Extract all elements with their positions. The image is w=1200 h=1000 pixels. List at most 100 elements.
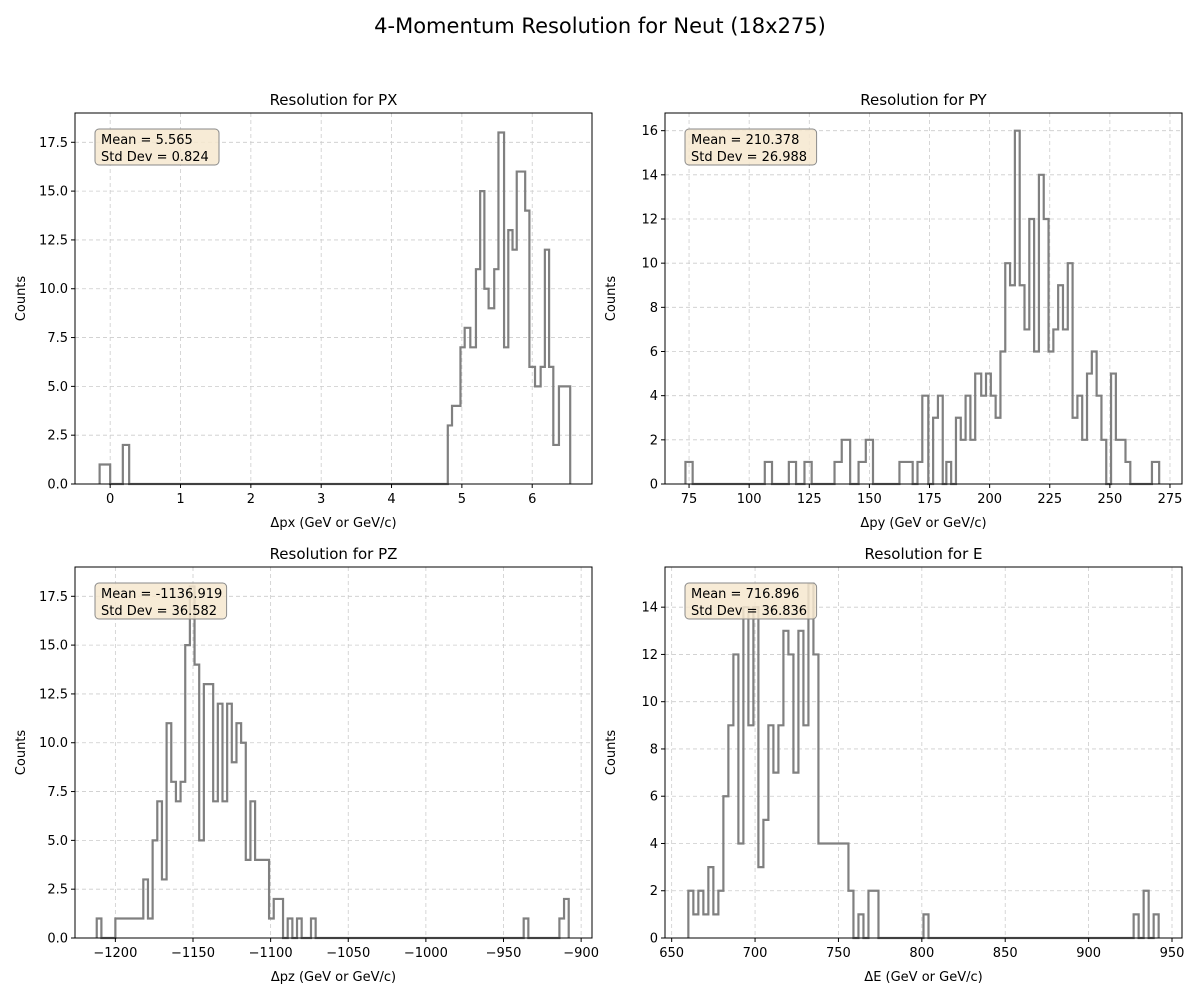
histogram-bin xyxy=(1077,396,1082,484)
x-tick-label: 150 xyxy=(857,492,882,507)
histogram-bin xyxy=(470,347,476,484)
y-tick-label: 14 xyxy=(641,601,658,616)
histogram-bin xyxy=(808,584,813,938)
histogram-bin xyxy=(1020,285,1025,484)
histogram-bin xyxy=(858,914,863,938)
y-tick-label: 8 xyxy=(650,301,658,316)
histogram-bin xyxy=(859,462,866,484)
histogram-bin xyxy=(222,801,227,938)
histogram-bin xyxy=(1034,352,1039,485)
x-tick-label: 650 xyxy=(659,946,684,961)
histogram-bin xyxy=(738,843,743,938)
y-tick-label: 6 xyxy=(650,790,658,805)
x-tick-label: −1050 xyxy=(326,946,370,961)
histogram-bin xyxy=(1000,352,1005,485)
figure-title: 4-Momentum Resolution for Neut (18x275) xyxy=(374,14,826,38)
stats-box xyxy=(94,582,228,620)
y-axis-label: Counts xyxy=(14,276,29,322)
x-tick-label: −1100 xyxy=(249,946,293,961)
histogram-bin xyxy=(981,396,986,484)
histogram-bin xyxy=(199,840,204,938)
x-tick-label: 1 xyxy=(176,492,184,507)
histogram-bin xyxy=(708,867,713,938)
x-tick-label: −1000 xyxy=(404,946,448,961)
y-tick-label: 5.0 xyxy=(47,380,68,395)
x-axis-label: Δpx (GeV or GeV/c) xyxy=(270,516,396,531)
y-tick-label: 4 xyxy=(650,389,658,404)
histogram-bin xyxy=(1134,914,1139,938)
histogram-bin xyxy=(788,654,793,938)
histogram-bin xyxy=(1097,396,1102,484)
histogram-bin xyxy=(504,347,508,484)
histogram-bin xyxy=(698,891,703,938)
histogram-bin xyxy=(564,899,569,938)
chart-panel-1: 0 1 2 3 4 5 6 0.0 2.5 5.0 7.5 10.0 12.5 15.0 17.5 Resol… xyxy=(14,91,593,531)
histogram-bin xyxy=(1058,285,1063,484)
histogram-bin xyxy=(1125,462,1130,484)
histogram-bin xyxy=(452,406,460,484)
y-tick-label: 2 xyxy=(650,433,658,448)
stats-box xyxy=(684,128,818,166)
stats-text: Std Dev = 36.836 xyxy=(691,604,807,619)
histogram-outline xyxy=(98,131,572,486)
x-tick-label: 100 xyxy=(737,492,762,507)
histogram-bin xyxy=(448,425,452,484)
y-tick-label: 6 xyxy=(650,345,658,360)
histogram-bin xyxy=(1039,175,1044,484)
histogram-bin xyxy=(241,743,246,938)
y-tick-label: 12 xyxy=(641,213,658,228)
histogram-bin xyxy=(181,782,186,938)
x-tick-label: 275 xyxy=(1158,492,1183,507)
axes-frame xyxy=(664,112,1183,485)
histogram-bin xyxy=(535,386,541,484)
y-tick-label: 12 xyxy=(641,648,658,663)
histogram-bin xyxy=(269,918,274,938)
histogram-bin xyxy=(733,654,738,938)
histogram-bin xyxy=(484,289,488,484)
histogram-bin xyxy=(1111,374,1116,484)
histogram-bin xyxy=(517,172,525,484)
histogram-bin xyxy=(835,462,842,484)
x-tick-label: 3 xyxy=(317,492,325,507)
histogram-bin xyxy=(804,462,811,484)
histogram-bin xyxy=(1015,131,1020,484)
y-tick-label: 7.5 xyxy=(47,785,68,800)
histogram-bin xyxy=(489,308,495,484)
histogram-bin xyxy=(218,704,223,938)
stats-text: Mean = -1136.919 xyxy=(101,587,222,602)
histogram-bin xyxy=(966,396,971,484)
x-tick-label: 0 xyxy=(106,492,114,507)
y-tick-label: 10 xyxy=(641,695,658,710)
histogram-bin xyxy=(176,801,181,938)
histogram-bin xyxy=(153,840,158,938)
histogram-bin xyxy=(813,654,818,938)
histogram-bin xyxy=(996,418,1001,484)
histogram-bin xyxy=(956,418,961,484)
histogram-bin xyxy=(1116,440,1121,484)
histogram-bin xyxy=(1144,891,1149,938)
x-tick-label: 200 xyxy=(977,492,1002,507)
x-tick-label: −1200 xyxy=(93,946,137,961)
histogram-bin xyxy=(924,914,929,938)
histogram-bin xyxy=(848,891,853,938)
x-tick-label: −900 xyxy=(563,946,599,961)
histogram-bin xyxy=(1152,462,1159,484)
histogram-bin xyxy=(917,462,922,484)
y-tick-label: 10 xyxy=(641,257,658,272)
x-tick-label: 75 xyxy=(681,492,698,507)
histogram-bin xyxy=(748,725,753,938)
histogram-bin xyxy=(765,462,772,484)
x-tick-label: 250 xyxy=(1097,492,1122,507)
histogram-bin xyxy=(1087,374,1092,484)
y-tick-label: 7.5 xyxy=(47,331,68,346)
x-tick-label: 850 xyxy=(993,946,1018,961)
histogram-bin xyxy=(480,191,484,484)
histogram-bin xyxy=(961,440,966,484)
histogram-bin xyxy=(236,723,241,938)
histogram-bin xyxy=(723,796,728,938)
x-tick-label: 6 xyxy=(528,492,536,507)
chart-panel-4: 650 700 750 800 850 900 950 0 2 4 6 8 10 12 14 Resoluti… xyxy=(604,545,1184,985)
stats-text: Mean = 210.378 xyxy=(691,133,799,148)
histogram-bin xyxy=(513,250,517,484)
y-axis-label: Counts xyxy=(604,730,619,776)
